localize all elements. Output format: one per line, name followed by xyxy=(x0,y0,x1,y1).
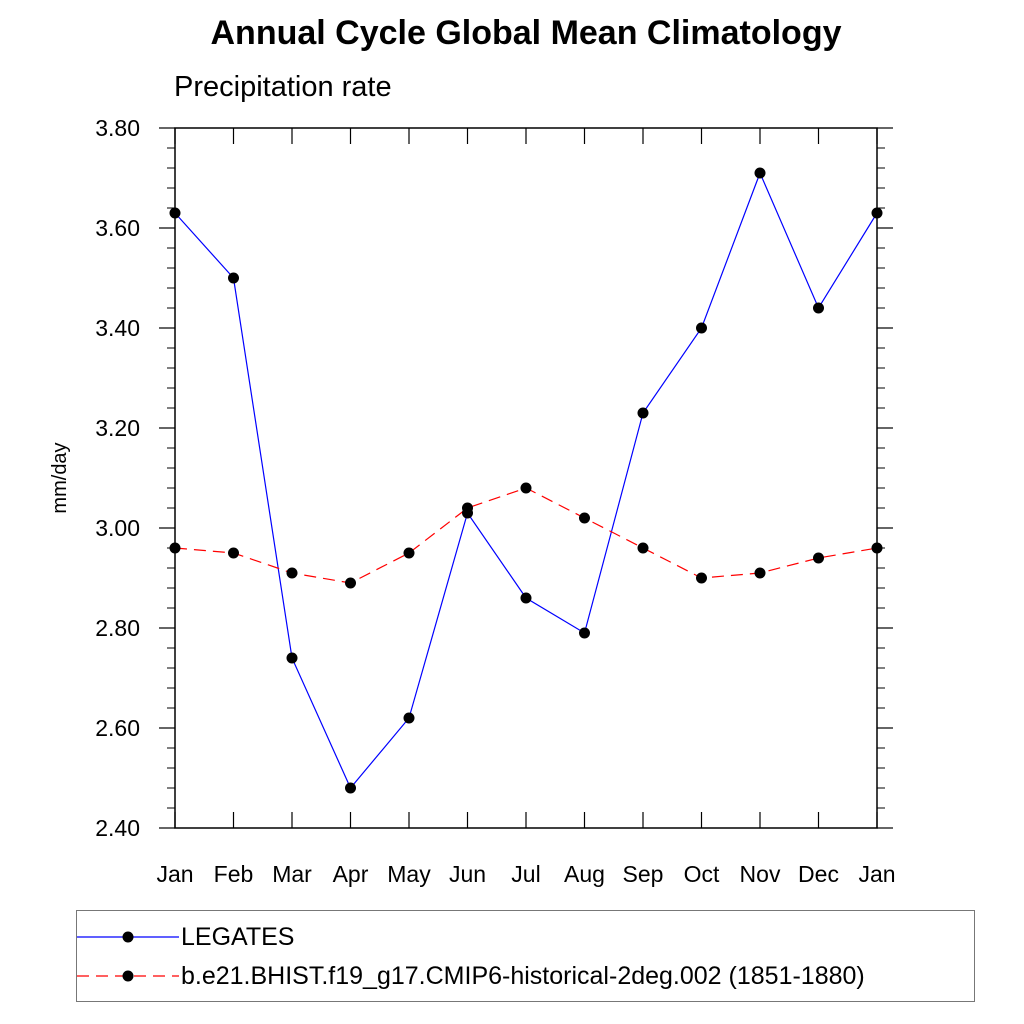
x-tick-label: Feb xyxy=(214,861,254,887)
series-1-point xyxy=(228,547,239,559)
series-line-0 xyxy=(174,171,878,790)
series-1-point xyxy=(462,502,473,514)
series-0-point xyxy=(169,207,181,219)
chart-subtitle: Precipitation rate xyxy=(174,71,392,103)
legend-swatch-model xyxy=(77,970,179,982)
plot-frame xyxy=(174,127,878,829)
y-tick-label: 2.40 xyxy=(95,815,140,841)
legend-label-legates: LEGATES xyxy=(181,923,295,951)
x-tick-label: Nov xyxy=(740,861,781,887)
series-1-point xyxy=(345,577,356,589)
series-1-point xyxy=(520,482,532,494)
y-tick-label: 2.80 xyxy=(95,615,140,641)
series-1-point xyxy=(286,567,298,579)
series-1-point xyxy=(403,547,415,559)
series-0-point xyxy=(286,652,298,664)
x-tick-label: Apr xyxy=(333,861,369,887)
y-tick-label: 3.00 xyxy=(95,515,140,541)
series-layer xyxy=(169,167,883,794)
y-tick-label: 2.60 xyxy=(95,715,140,741)
x-tick-label: Aug xyxy=(564,861,605,887)
series-1-point xyxy=(637,542,649,554)
chart-title: Annual Cycle Global Mean Climatology xyxy=(210,14,842,52)
series-0-point xyxy=(754,167,766,179)
x-tick-label: Jan xyxy=(858,861,895,887)
x-tick-label: Mar xyxy=(272,861,312,887)
series-0-point xyxy=(345,782,356,794)
legend-swatch-legates xyxy=(77,931,179,943)
series-0-point xyxy=(813,302,824,314)
y-tick-label: 3.40 xyxy=(95,315,140,341)
series-0-point xyxy=(696,322,707,334)
line-chart: mm/day Jan Feb Mar Apr May Jun Jul Aug Sep Oct Nov… xyxy=(49,115,896,887)
x-tick-label: Oct xyxy=(684,861,720,887)
x-tick-label: Dec xyxy=(798,861,839,887)
x-tick-label: May xyxy=(387,861,431,887)
y-tick-label: 3.80 xyxy=(95,115,140,141)
legend: LEGATES b.e21.BHIST.f19_g17.CMIP6-histor… xyxy=(76,910,975,1002)
x-tick-label: Jan xyxy=(156,861,193,887)
series-1-point xyxy=(696,572,707,584)
series-0-point xyxy=(520,592,532,604)
series-0-point xyxy=(579,627,590,639)
series-1-point xyxy=(754,567,766,579)
legend-item-legates: LEGATES xyxy=(77,919,974,955)
series-1-point xyxy=(813,552,824,564)
axes: Jan Feb Mar Apr May Jun Jul Aug Sep Oct Nov Dec Jan 2… xyxy=(95,115,895,887)
series-0-point xyxy=(403,712,415,724)
series-1-point xyxy=(579,512,590,524)
series-line-1 xyxy=(174,487,878,584)
x-tick-label: Jul xyxy=(511,861,540,887)
legend-item-model: b.e21.BHIST.f19_g17.CMIP6-historical-2de… xyxy=(77,958,974,994)
series-0-point xyxy=(637,407,649,419)
series-1-point xyxy=(169,542,181,554)
y-tick-label: 3.60 xyxy=(95,215,140,241)
series-1-point xyxy=(871,542,883,554)
series-0-point xyxy=(228,272,239,284)
legend-label-model: b.e21.BHIST.f19_g17.CMIP6-historical-2de… xyxy=(181,962,865,990)
x-tick-label: Jun xyxy=(449,861,486,887)
y-tick-label: 3.20 xyxy=(95,415,140,441)
series-0-point xyxy=(871,207,883,219)
x-tick-label: Sep xyxy=(623,861,664,887)
y-axis-label: mm/day xyxy=(49,442,71,513)
